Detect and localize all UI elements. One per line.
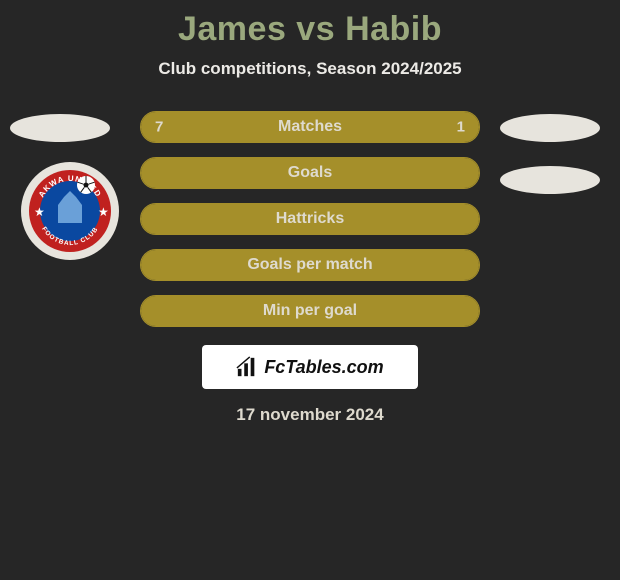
stat-row: Goals per match — [140, 249, 480, 281]
stat-row: Goals — [140, 157, 480, 189]
stat-label: Hattricks — [276, 210, 344, 228]
branding-text: FcTables.com — [264, 357, 383, 378]
stat-row: Hattricks — [140, 203, 480, 235]
player-left-placeholder — [10, 114, 110, 142]
stat-label: Goals — [288, 164, 332, 182]
stat-label: Goals per match — [247, 256, 372, 274]
svg-text:★: ★ — [34, 205, 45, 219]
subtitle: Club competitions, Season 2024/2025 — [0, 59, 620, 79]
snapshot-date: 17 november 2024 — [0, 405, 620, 425]
branding-box: FcTables.com — [202, 345, 418, 389]
stat-rows: 7 1 Matches Goals Hattricks Goals per match Mi… — [140, 111, 480, 327]
page-title: James vs Habib — [0, 0, 620, 49]
stat-value-left: 7 — [155, 119, 163, 136]
stat-row: 7 1 Matches — [140, 111, 480, 143]
stat-fill-left — [141, 112, 411, 142]
akwa-united-badge-icon: AKWA UNITED FOOTBALL CLUB ★ ★ — [20, 161, 120, 261]
svg-text:★: ★ — [98, 205, 109, 219]
stat-row: Min per goal — [140, 295, 480, 327]
stat-value-right: 1 — [457, 119, 465, 136]
stat-fill-right — [411, 112, 479, 142]
comparison-panel: AKWA UNITED FOOTBALL CLUB ★ ★ — [0, 111, 620, 425]
stat-label: Matches — [278, 118, 342, 136]
team-right-placeholder — [500, 166, 600, 194]
bars-icon — [236, 356, 258, 378]
team-left-badge: AKWA UNITED FOOTBALL CLUB ★ ★ — [20, 161, 120, 261]
player-right-placeholder — [500, 114, 600, 142]
stat-label: Min per goal — [263, 302, 357, 320]
